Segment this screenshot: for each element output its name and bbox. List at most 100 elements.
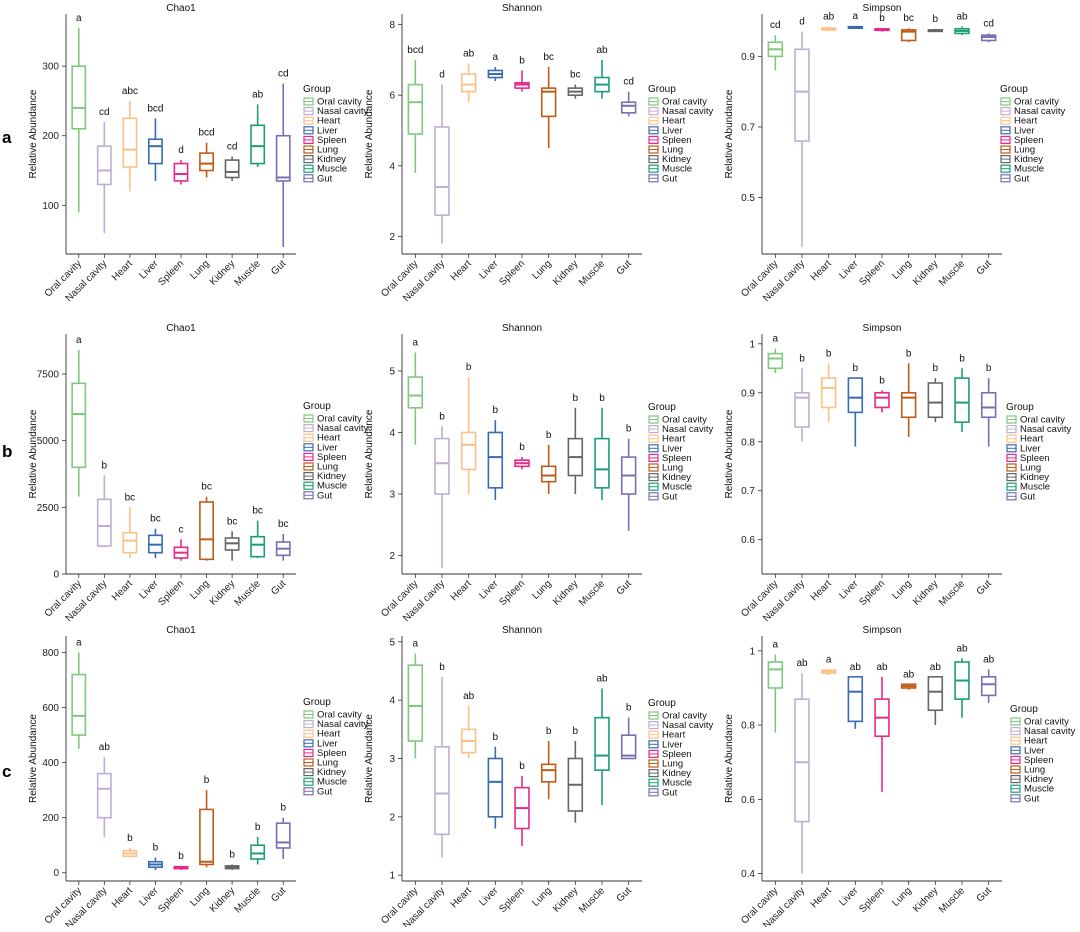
panel-a-simpson-letter-3: a — [853, 11, 859, 22]
panel-b-shannon-letter-1: b — [439, 411, 445, 422]
panel-c-shannon-legend-title: Group — [648, 698, 676, 709]
panel-a-simpson-ytick-label-2: 0.9 — [741, 52, 755, 63]
panel-c-simpson-letter-7: ab — [956, 643, 968, 654]
panel-c-shannon-box-1 — [434, 746, 450, 836]
panel-a-simpson-xtick-label-7: Muscle — [937, 258, 967, 288]
panel-a-chao1-ylabel: Relative Abundance — [28, 89, 39, 178]
panel-c-simpson-xtick-label-8: Gut — [975, 885, 994, 904]
panel-c-shannon-ytick-label-1: 2 — [389, 812, 395, 823]
panel-b-shannon-legend-label-7: Muscle — [662, 482, 692, 493]
panel-a-chao1-box-7 — [250, 124, 266, 165]
panel-a-simpson-legend-label-8: Gut — [1014, 173, 1030, 184]
panel-a-chao1-xtick-label-6: Kidney — [208, 258, 237, 287]
panel-b-simpson-ylabel: Relative Abundance — [724, 409, 735, 498]
panel-a-simpson-letter-0: cd — [770, 20, 781, 31]
panel-a-shannon-legend-label-2: Heart — [662, 116, 686, 127]
panel-a-simpson-legend-label-5: Lung — [1014, 145, 1035, 156]
panel-b-shannon-xtick-label-3: Liver — [477, 578, 501, 602]
panel-c-shannon-box-5 — [540, 763, 557, 783]
panel-b-simpson-letter-6: b — [933, 363, 939, 374]
panel-c-shannon-letter-4: b — [519, 761, 525, 772]
panel-b-shannon-box-7 — [594, 437, 610, 489]
panel-a-simpson-letter-7: ab — [956, 11, 968, 22]
panel-b-shannon-ytick-label-1: 3 — [389, 490, 395, 501]
panel-a-simpson-ylabel: Relative Abundance — [724, 89, 735, 178]
panel-a-shannon-letter-3: a — [493, 52, 499, 63]
panel-a-chao1-letter-4: d — [178, 145, 184, 156]
panel-b-chao1-box-5 — [199, 501, 215, 561]
panel-a-chao1-legend-title: Group — [303, 84, 331, 95]
panel-c-chao1-xtick-label-7: Muscle — [233, 885, 263, 915]
panel-b-simpson-xtick-label-2: Heart — [809, 578, 834, 603]
panel-a-shannon-xtick-label-3: Liver — [477, 258, 501, 282]
panel-a-chao1-box-6 — [224, 159, 240, 179]
panel-a-chao1-letter-7: ab — [252, 89, 264, 100]
panel-c-chao1-box-7 — [250, 844, 266, 860]
panel-b-shannon-box-0 — [407, 376, 424, 409]
panel-c-chao1-letter-7: b — [255, 822, 261, 833]
panel-a-shannon-legend-title: Group — [648, 84, 676, 95]
panel-c-shannon-legend-label-8: Gut — [662, 787, 678, 798]
panel-b-shannon-legend-label-4: Spleen — [662, 453, 692, 464]
panel-b-shannon-legend-label-3: Liver — [662, 443, 683, 454]
panel-a-simpson-xtick-label-4: Spleen — [857, 258, 887, 288]
panel-a-shannon-box-5 — [540, 87, 557, 118]
panel-a-simpson-legend-title: Group — [1000, 84, 1028, 95]
panel-b-shannon-legend-label-0: Oral cavity — [662, 415, 707, 426]
panel-c-simpson-legend-label-3: Liver — [1024, 745, 1045, 756]
panel-a-shannon-legend-label-3: Liver — [662, 125, 683, 136]
panel-b-shannon-xtick-label-7: Muscle — [577, 578, 607, 608]
panel-c-chao1-letter-5: b — [204, 775, 210, 786]
panel-a-chao1-letter-0: a — [76, 13, 82, 24]
panel-a-shannon-letter-2: ab — [463, 48, 475, 59]
panel-a-shannon-ytick-label-2: 6 — [389, 91, 395, 102]
panel-c-shannon-letter-7: ab — [596, 674, 608, 685]
panel-c-shannon-ytick-label-3: 4 — [389, 696, 395, 707]
panel-a-simpson-xtick-label-8: Gut — [975, 258, 994, 277]
row-label-a: a — [2, 128, 12, 147]
panel-c-simpson-legend-label-1: Nasal cavity — [1024, 726, 1075, 737]
panel-b-chao1-letter-8: bc — [278, 519, 289, 530]
panel-c-simpson-ylabel: Relative Abundance — [724, 714, 735, 803]
panel-b-chao1-letter-4: c — [179, 524, 184, 535]
panel-a-simpson-legend-label-6: Kidney — [1014, 154, 1043, 165]
panel-a-chao1-xtick-label-7: Muscle — [233, 258, 263, 288]
panel-c-simpson-legend-label-6: Kidney — [1024, 774, 1053, 785]
panel-b-simpson-letter-3: b — [853, 363, 859, 374]
panel-b-chao1-xtick-label-6: Kidney — [208, 578, 237, 607]
panel-a-simpson-letter-1: d — [799, 17, 805, 28]
panel-b-chao1-box-1 — [96, 498, 112, 547]
panel-c-simpson-ytick-label-2: 0.8 — [741, 721, 755, 732]
panel-a-shannon-box-2 — [460, 73, 477, 93]
panel-b-chao1-legend-label-8: Gut — [317, 490, 333, 501]
panel-a-shannon-xtick-label-5: Lung — [530, 258, 554, 282]
panel-a-chao1-ytick-label-1: 200 — [42, 131, 59, 142]
panel-c-shannon-legend-label-3: Liver — [662, 739, 683, 750]
panel-a-simpson-xtick-label-3: Liver — [837, 258, 861, 282]
panel-a-chao1-legend-label-0: Oral cavity — [317, 97, 362, 108]
panel-a-chao1-legend-label-2: Heart — [317, 116, 341, 127]
panel-b-chao1-letter-2: bc — [125, 492, 136, 503]
panel-a-simpson-legend-label-1: Nasal cavity — [1014, 106, 1065, 117]
panel-b-chao1-legend-label-3: Liver — [317, 442, 338, 453]
panel-a-shannon-letter-0: bcd — [407, 45, 423, 56]
panel-c-shannon-xtick-label-6: Kidney — [551, 885, 580, 914]
panel-c-simpson-box-3 — [847, 676, 864, 723]
panel-b-shannon-letter-4: b — [519, 442, 525, 453]
panel-a-simpson-legend-label-3: Liver — [1014, 125, 1035, 136]
panel-b-chao1-box-0 — [71, 382, 87, 469]
panel-a-chao1-xtick-label-4: Spleen — [156, 258, 186, 288]
panel-c-simpson-ytick-label-0: 0.4 — [741, 869, 755, 880]
panel-b-simpson-letter-0: a — [773, 334, 779, 345]
panel-c-simpson-xtick-label-7: Muscle — [937, 885, 967, 915]
panel-a-simpson-legend-label-2: Heart — [1014, 116, 1038, 127]
panel-a-chao1-box-4 — [173, 162, 189, 182]
panel-a-chao1-box-8 — [275, 134, 291, 182]
panel-c-shannon-xtick-label-2: Heart — [449, 885, 474, 910]
panel-a-simpson-box-5 — [900, 29, 917, 42]
panel-b-simpson-box-8 — [980, 391, 997, 419]
panel-c-chao1-ytick-label-0: 0 — [53, 868, 59, 879]
panel-b-chao1-ytick-label-2: 5000 — [37, 436, 60, 447]
panel-b-shannon-ylabel: Relative Abundance — [364, 409, 375, 498]
